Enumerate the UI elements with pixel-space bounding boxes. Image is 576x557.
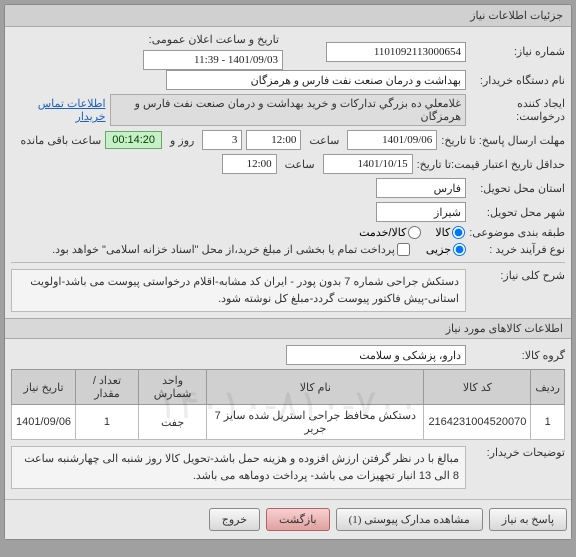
class-service-radio[interactable]	[408, 226, 421, 239]
deadline-date-field	[347, 130, 437, 150]
row-goods-group: گروه کالا:	[11, 345, 565, 365]
row-need-desc: شرح کلی نیاز: دستکش جراحی شماره 7 بدون پ…	[11, 269, 565, 312]
row-process: نوع فرآیند خرید : جزیی پرداخت تمام یا بخ…	[11, 243, 565, 256]
need-details-panel: جزئیات اطلاعات نیاز شماره نیاز: تاریخ و …	[4, 4, 572, 540]
cell-unit: جفت	[138, 405, 206, 440]
classification-label: طبقه بندی موضوعی:	[469, 226, 565, 239]
row-deadline: مهلت ارسال پاسخ: تا تاریخ: ساعت روز و 00…	[11, 130, 565, 150]
need-desc-box: دستکش جراحی شماره 7 بدون پودر - ایران کد…	[11, 269, 466, 312]
remaining-label: ساعت باقی مانده	[20, 134, 101, 147]
province-label: استان محل تحویل:	[470, 182, 565, 195]
goods-table-wrap: ۱۴۰۱۰-۸۱۰-۷۰۰ ردیف کد کالا نام کالا واحد…	[11, 369, 565, 440]
panel-title: جزئیات اطلاعات نیاز	[5, 5, 571, 27]
row-buyer-notes: توضیحات خریدار: مبالغ با در نظر گرفتن ار…	[11, 446, 565, 489]
row-validity: حداقل تاریخ اعتبار قیمت:تا تاریخ: ساعت	[11, 154, 565, 174]
cell-idx: 1	[531, 405, 565, 440]
deadline-label: مهلت ارسال پاسخ: تا تاریخ:	[441, 134, 565, 147]
time-word-1: ساعت	[305, 134, 343, 147]
countdown-timer: 00:14:20	[105, 131, 162, 149]
row-classification: طبقه بندی موضوعی: کالا کالا/خدمت	[11, 226, 565, 239]
buyer-notes-box: مبالغ با در نظر گرفتن ارزش افزوده و هزین…	[11, 446, 466, 489]
goods-group-label: گروه کالا:	[470, 349, 565, 362]
need-number-label: شماره نیاز:	[470, 45, 565, 58]
public-announce-field	[143, 50, 283, 70]
public-announce-label: تاریخ و ساعت اعلان عمومی:	[145, 33, 283, 46]
table-row: 1 2164231004520070 دستکش محافظ جراحی است…	[12, 405, 565, 440]
time-word-2: ساعت	[281, 158, 319, 171]
deadline-time-field	[246, 130, 301, 150]
cell-qty: 1	[76, 405, 139, 440]
city-label: شهر محل تحویل:	[470, 206, 565, 219]
exit-button[interactable]: خروج	[209, 508, 260, 531]
col-name: نام کالا	[207, 370, 424, 405]
cell-name: دستکش محافظ جراحی استریل شده سایز 7 جرير	[207, 405, 424, 440]
process-note-check[interactable]: پرداخت تمام یا بخشی از مبلغ خرید،از محل …	[52, 243, 410, 256]
goods-group-field	[286, 345, 466, 365]
col-qty: تعداد / مقدار	[76, 370, 139, 405]
col-unit: واحد شمارش	[138, 370, 206, 405]
row-creator: ایجاد کننده درخواست: غلامعلي ده بزرگي تد…	[11, 94, 565, 126]
class-service-option[interactable]: کالا/خدمت	[359, 226, 421, 239]
row-province: استان محل تحویل:	[11, 178, 565, 198]
province-field	[376, 178, 466, 198]
day-word: روز و	[166, 134, 198, 147]
deadline-days-field	[202, 130, 242, 150]
city-field	[376, 202, 466, 222]
view-attachments-button[interactable]: مشاهده مدارک پیوستی (1)	[336, 508, 483, 531]
process-partial-option[interactable]: جزیی	[426, 243, 466, 256]
goods-subheader: اطلاعات کالاهای مورد نیاز	[5, 318, 571, 339]
goods-table: ردیف کد کالا نام کالا واحد شمارش تعداد /…	[11, 369, 565, 440]
need-desc-label: شرح کلی نیاز:	[470, 269, 565, 282]
back-button[interactable]: بازگشت	[266, 508, 330, 531]
classification-radios: کالا کالا/خدمت	[347, 226, 465, 239]
class-goods-radio[interactable]	[452, 226, 465, 239]
buyer-notes-label: توضیحات خریدار:	[470, 446, 565, 459]
process-radios: جزیی	[414, 243, 466, 256]
col-row: ردیف	[531, 370, 565, 405]
button-row: پاسخ به نیاز مشاهده مدارک پیوستی (1) باز…	[5, 499, 571, 539]
process-partial-radio[interactable]	[453, 243, 466, 256]
row-buyer-org: نام دستگاه خریدار:	[11, 70, 565, 90]
cell-code: 2164231004520070	[424, 405, 531, 440]
goods-header-row: ردیف کد کالا نام کالا واحد شمارش تعداد /…	[12, 370, 565, 405]
separator-1	[11, 262, 565, 263]
cell-date: 1401/09/06	[12, 405, 76, 440]
class-goods-option[interactable]: کالا	[435, 226, 465, 239]
buyer-org-field	[166, 70, 466, 90]
validity-time-field	[222, 154, 277, 174]
respond-button[interactable]: پاسخ به نیاز	[489, 508, 567, 531]
row-city: شهر محل تحویل:	[11, 202, 565, 222]
creator-value: غلامعلي ده بزرگي تدارکات و خرید بهداشت و…	[110, 94, 466, 126]
row-number-announce: شماره نیاز: تاریخ و ساعت اعلان عمومی:	[11, 33, 565, 70]
col-code: کد کالا	[424, 370, 531, 405]
need-number-field	[326, 42, 466, 62]
panel-body: شماره نیاز: تاریخ و ساعت اعلان عمومی: نا…	[5, 27, 571, 499]
buyer-org-label: نام دستگاه خریدار:	[470, 74, 565, 87]
treasury-checkbox[interactable]	[397, 243, 410, 256]
creator-label: ایجاد کننده درخواست:	[470, 97, 565, 123]
col-date: تاریخ نیاز	[12, 370, 76, 405]
validity-label: حداقل تاریخ اعتبار قیمت:تا تاریخ:	[417, 158, 565, 171]
validity-date-field	[323, 154, 413, 174]
process-label: نوع فرآیند خرید :	[470, 243, 565, 256]
contact-buyer-link[interactable]: اطلاعات تماس خریدار	[11, 97, 106, 123]
